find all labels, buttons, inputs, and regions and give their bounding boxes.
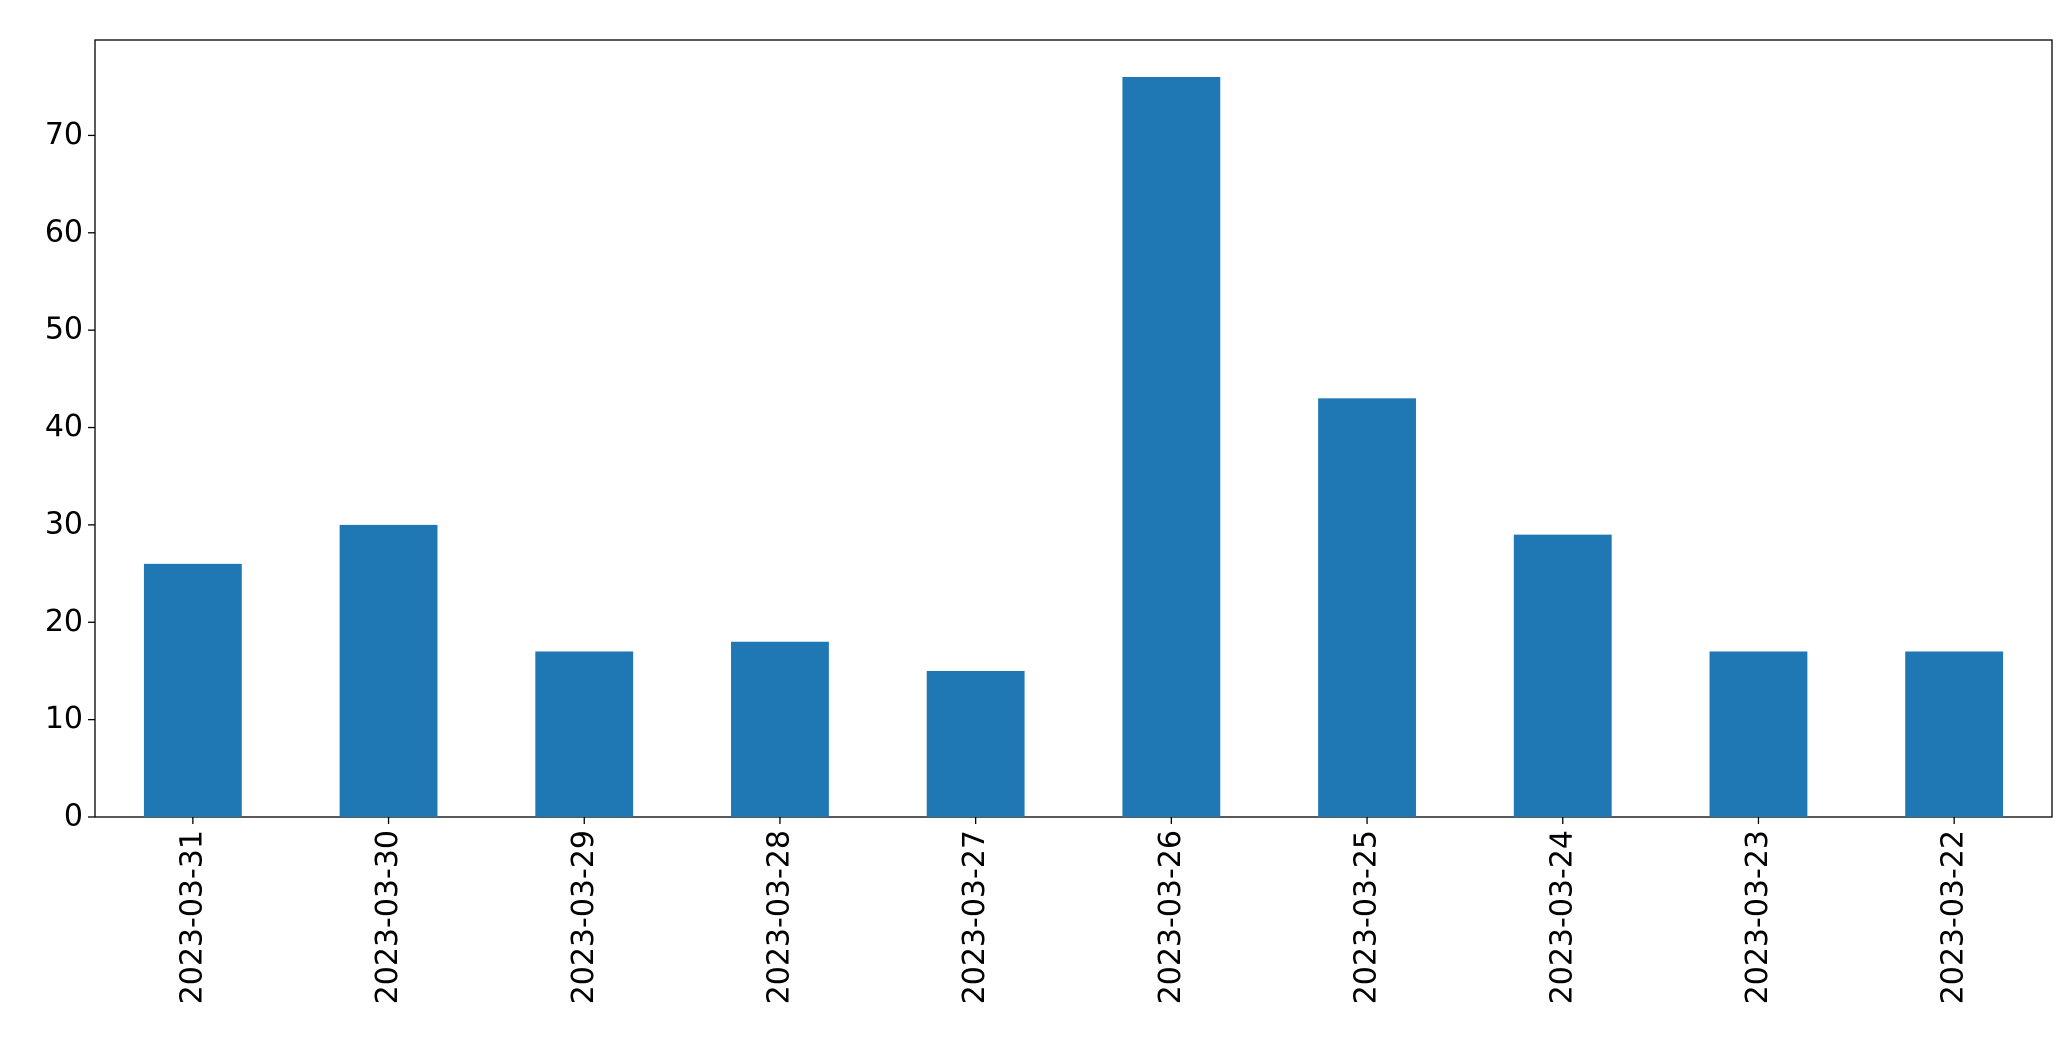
bar [1318, 398, 1416, 817]
bar [731, 641, 829, 817]
x-tick-label: 2023-03-27 [957, 830, 992, 1004]
x-tick-label: 2023-03-25 [1349, 830, 1384, 1004]
x-tick-label: 2023-03-31 [174, 830, 209, 1004]
bar [143, 563, 242, 817]
x-tick-label: 2023-03-28 [761, 830, 796, 1004]
x-tick-label: 2023-03-23 [1740, 830, 1775, 1004]
bar [1513, 534, 1612, 817]
bar [1122, 77, 1221, 817]
y-tick-label: 60 [45, 214, 83, 249]
axes-frame [94, 39, 2053, 818]
x-tick-label: 2023-03-30 [370, 830, 405, 1004]
y-tick-label: 20 [45, 604, 83, 639]
y-tick-label: 70 [45, 117, 83, 152]
x-tick-label: 2023-03-24 [1544, 830, 1579, 1004]
y-tick-label: 30 [45, 506, 83, 541]
x-tick-label: 2023-03-26 [1153, 830, 1188, 1004]
y-tick-label: 0 [64, 799, 83, 834]
bar [339, 524, 438, 817]
bar [926, 670, 1025, 817]
bar [1905, 651, 2004, 817]
y-tick-label: 40 [45, 409, 83, 444]
x-tick-label: 2023-03-22 [1936, 830, 1971, 1004]
bar [535, 651, 634, 817]
x-tick-label: 2023-03-29 [566, 830, 601, 1004]
bar [1709, 651, 1808, 817]
y-tick-label: 50 [45, 312, 83, 347]
y-tick-label: 10 [45, 701, 83, 736]
